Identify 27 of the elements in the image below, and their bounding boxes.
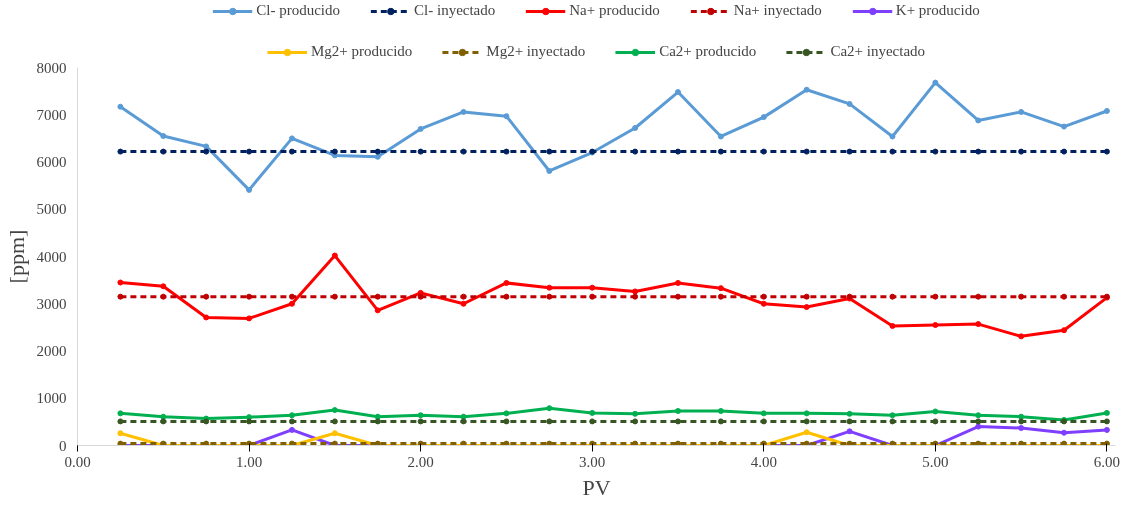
legend-label: Na+ producido [569,2,660,19]
legend-label: Ca2+ producido [659,43,757,60]
x-tick-label: 2.00 [407,453,434,470]
y-tick-label: 4000 [36,248,67,265]
y-tick-label: 2000 [36,343,67,359]
y-tick-label: 5000 [36,201,67,218]
legend-label: Cl- producido [256,2,341,19]
y-tick-label: 1000 [36,390,67,407]
y-tick-label: 0 [59,437,67,454]
x-tick-label: 6.00 [1093,453,1121,470]
legend-label: Mg2+ inyectado [486,43,586,60]
legend-label: Cl- inyectado [414,2,496,19]
y-tick-label: 6000 [36,154,67,170]
x-tick-label: 4.00 [750,453,777,470]
legend-label: K+ producido [895,2,980,19]
y-axis-title: [ppm] [3,229,29,284]
x-tick-label: 1.00 [235,453,263,470]
y-tick-label: 3000 [36,295,67,312]
x-tick-label: 5.00 [922,453,949,470]
y-tick-label: 7000 [36,106,67,123]
legend-label: Mg2+ producido [310,43,413,60]
x-axis-title: PV [582,474,611,500]
legend-label: Na+ inyectado [733,2,822,19]
y-tick-label: 8000 [36,59,67,76]
legend-label: Ca2+ inyectado [830,43,926,60]
x-tick-label: 3.00 [579,453,606,470]
x-tick-label: 0.00 [64,453,91,470]
